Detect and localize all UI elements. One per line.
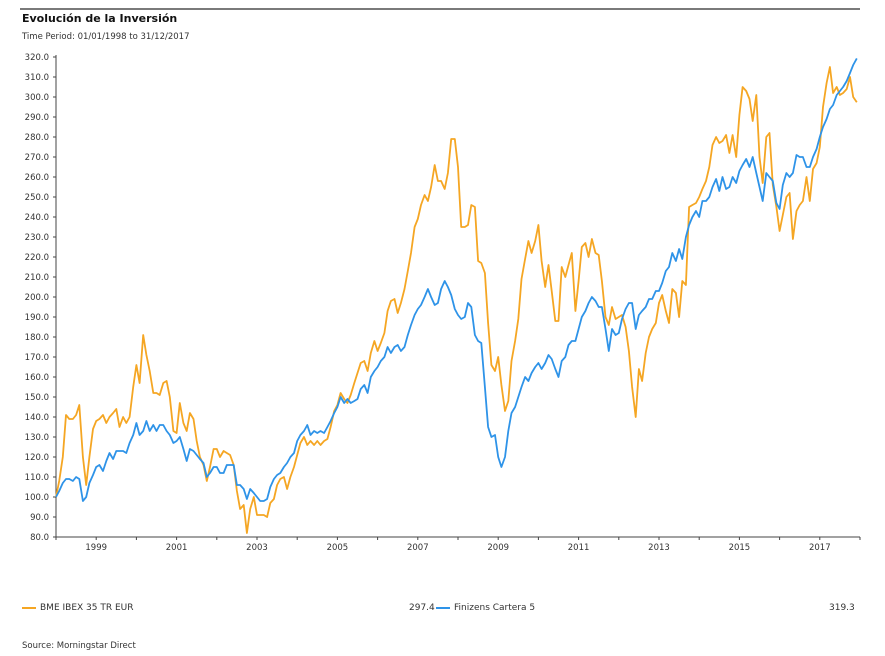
x-tick-label: 2005 (327, 543, 349, 553)
y-tick-label: 280.0 (25, 133, 49, 143)
x-tick-label: 2001 (166, 543, 188, 553)
y-tick-label: 270.0 (25, 153, 49, 163)
x-tick-label: 2013 (648, 543, 670, 553)
y-tick-label: 180.0 (25, 333, 49, 343)
y-tick-label: 230.0 (25, 233, 49, 243)
legend-item-finizens: Finizens Cartera 5 (436, 603, 535, 613)
y-tick-label: 220.0 (25, 253, 49, 263)
x-tick-label: 2007 (407, 543, 429, 553)
y-tick-label: 140.0 (25, 413, 49, 423)
y-tick-label: 130.0 (25, 433, 49, 443)
x-axis: 1999 2001 2003 2005 2007 2009 2011 2013 2015 2017 (55, 536, 861, 553)
y-tick-label: 150.0 (25, 393, 49, 403)
chart-subtitle: Time Period: 01/01/1998 to 31/12/2017 (22, 32, 190, 42)
y-tick-label: 250.0 (25, 193, 49, 203)
series-lines (55, 57, 858, 534)
y-tick-label: 90.0 (30, 513, 49, 523)
series-line-finizens (55, 57, 858, 502)
y-tick-label: 260.0 (25, 173, 49, 183)
legend-label-ibex: BME IBEX 35 TR EUR (40, 603, 134, 613)
y-axis: 80.0 90.0 100.0 110.0 120.0 130.0 140.0 150.0 16… (25, 53, 57, 543)
y-tick-label: 170.0 (25, 353, 49, 363)
legend-swatch-finizens (436, 607, 450, 609)
y-tick-label: 200.0 (25, 293, 49, 303)
y-tick-label: 120.0 (25, 453, 49, 463)
y-tick-label: 100.0 (25, 493, 49, 503)
y-tick-label: 160.0 (25, 373, 49, 383)
y-tick-label: 300.0 (25, 93, 49, 103)
x-tick-label: 2011 (568, 543, 590, 553)
x-tick-label: 2003 (246, 543, 268, 553)
legend-label-finizens: Finizens Cartera 5 (454, 603, 536, 613)
y-tick-label: 80.0 (30, 533, 49, 543)
y-tick-label: 240.0 (25, 213, 49, 223)
legend-value-finizens: 319.3 (829, 603, 855, 613)
line-chart: 80.0 90.0 100.0 110.0 120.0 130.0 140.0 150.0 16… (25, 53, 861, 553)
series-line-ibex (55, 66, 858, 534)
y-tick-label: 290.0 (25, 113, 49, 123)
legend-value-ibex: 297.4 (409, 603, 435, 613)
chart-title: Evolución de la Inversión (22, 12, 178, 25)
y-tick-label: 210.0 (25, 273, 49, 283)
legend-swatch-ibex (22, 607, 36, 609)
x-tick-label: 2009 (487, 543, 509, 553)
x-tick-label: 2017 (809, 543, 831, 553)
x-tick-label: 1999 (85, 543, 107, 553)
y-tick-label: 190.0 (25, 313, 49, 323)
top-rule (20, 8, 860, 10)
y-tick-label: 310.0 (25, 73, 49, 83)
source-note: Source: Morningstar Direct (22, 641, 136, 651)
y-tick-label: 320.0 (25, 53, 49, 63)
x-tick-label: 2015 (729, 543, 751, 553)
legend-item-ibex: BME IBEX 35 TR EUR (22, 603, 133, 613)
y-tick-label: 110.0 (25, 473, 49, 483)
